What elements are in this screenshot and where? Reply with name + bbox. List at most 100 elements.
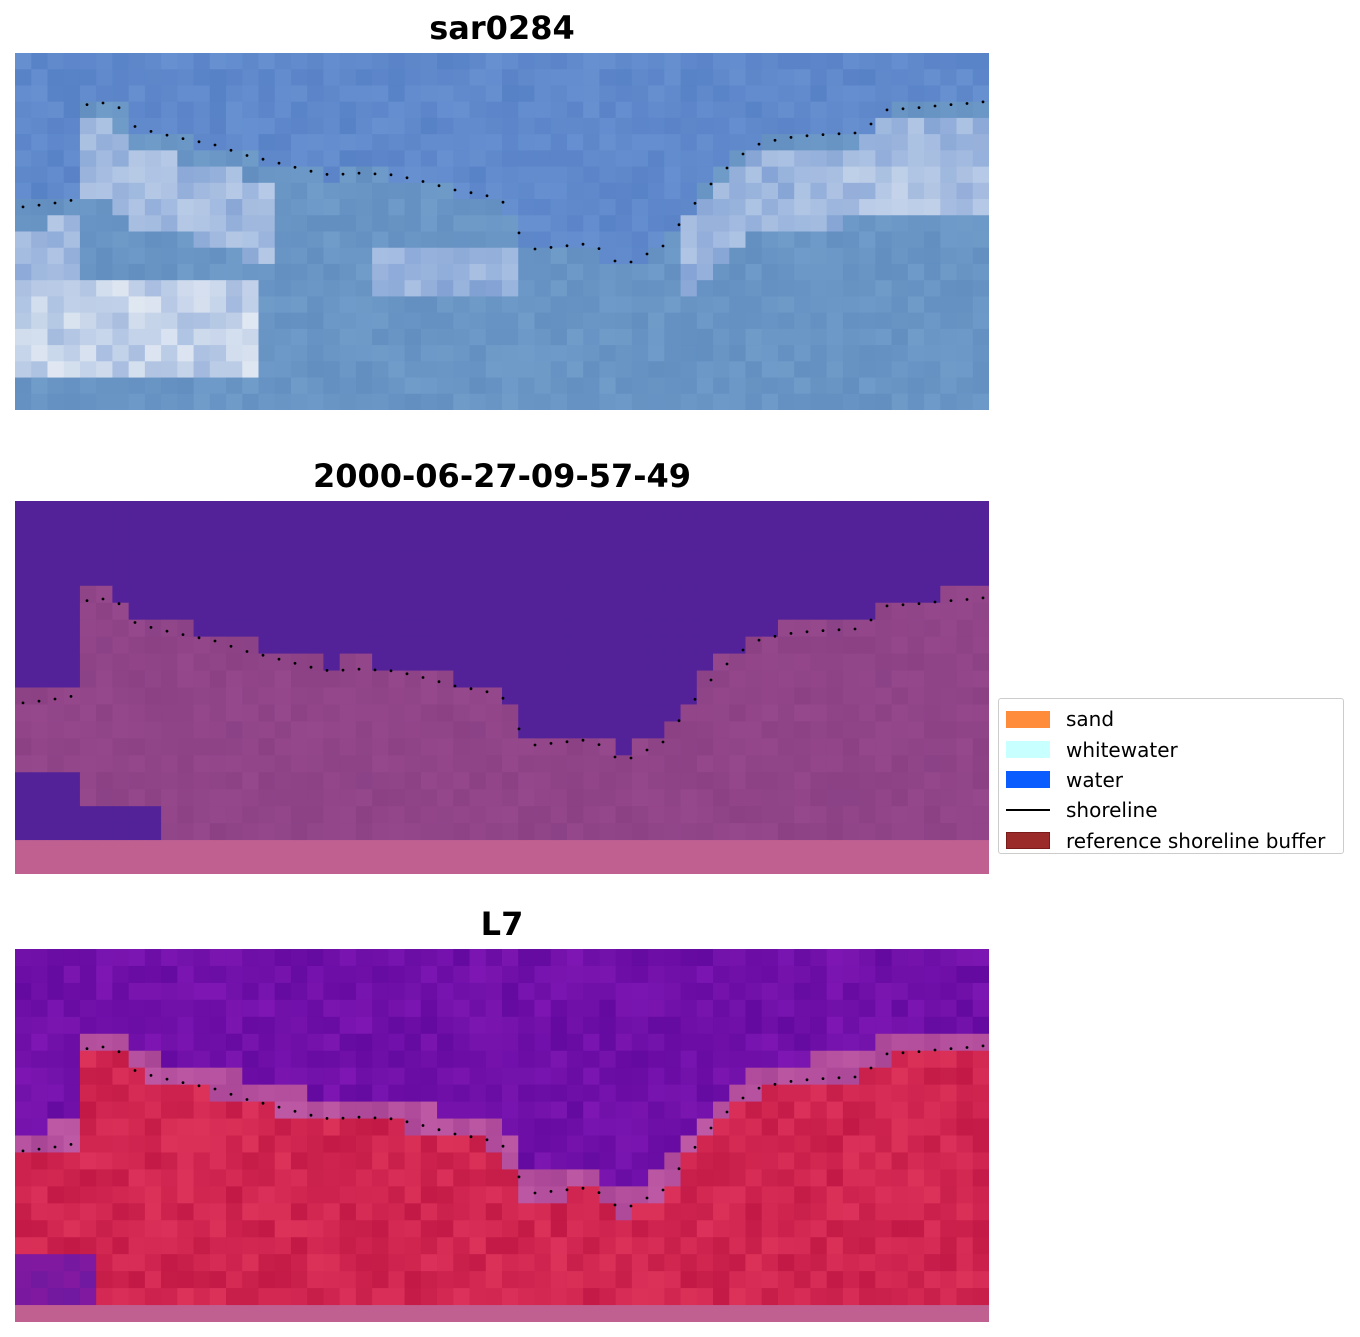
legend-label-sand: sand	[1066, 707, 1115, 732]
shoreline-dot	[213, 143, 217, 147]
shoreline-dot	[309, 665, 313, 669]
shoreline-dot	[709, 678, 713, 682]
legend-item-whitewater: whitewater	[999, 734, 1343, 764]
shoreline-dot	[773, 138, 777, 142]
shoreline-dot	[725, 1110, 729, 1114]
shoreline-dot	[869, 1066, 873, 1070]
shoreline-dot	[181, 137, 185, 140]
shoreline-dot	[805, 1078, 809, 1082]
shoreline-dot	[661, 740, 665, 744]
shoreline-dot	[661, 1188, 665, 1192]
shoreline-dot	[373, 172, 377, 176]
shoreline-dot	[37, 1147, 41, 1151]
shoreline-dot	[53, 201, 57, 205]
shoreline-dot	[309, 1113, 313, 1117]
shoreline-dot	[117, 602, 121, 606]
shoreline-dot	[117, 1050, 121, 1054]
shoreline-dot	[437, 1128, 441, 1132]
shoreline-dot	[293, 1109, 297, 1113]
shoreline-dot	[453, 684, 457, 688]
shoreline-dot	[21, 1149, 25, 1153]
classified-image-panel	[15, 501, 989, 874]
shoreline-dot	[85, 599, 89, 602]
shoreline-dot	[533, 743, 537, 747]
shoreline-dot	[677, 223, 681, 227]
shoreline-dot	[213, 1087, 217, 1091]
shoreline-dot	[373, 1116, 377, 1120]
shoreline-dot	[549, 246, 553, 249]
shoreline-dot	[69, 695, 73, 698]
shoreline-dot	[917, 106, 921, 109]
shoreline-dot	[277, 657, 281, 661]
shoreline-dot	[597, 247, 601, 251]
shoreline-dot	[421, 180, 425, 183]
water-swatch	[1006, 771, 1050, 789]
buffer-swatch	[1006, 832, 1050, 850]
shoreline-dot	[485, 690, 489, 694]
shoreline-dot	[853, 1075, 857, 1079]
shoreline-dot	[805, 134, 809, 138]
rgb-image-panel	[15, 53, 989, 410]
legend-item-water: water	[999, 765, 1343, 795]
shoreline-dot	[885, 604, 889, 608]
shoreline-dot	[149, 626, 153, 629]
legend-label-buffer: reference shoreline buffer	[1066, 828, 1326, 853]
shoreline-dot	[725, 166, 729, 170]
shoreline-dot	[885, 1052, 889, 1056]
shoreline-dot	[405, 672, 409, 676]
shoreline-dot	[789, 136, 793, 139]
shoreline-dot	[21, 701, 25, 705]
shoreline-dot	[37, 699, 41, 703]
shoreline-dot	[405, 176, 409, 180]
shoreline-dot	[789, 632, 793, 635]
shoreline-dot	[661, 244, 665, 248]
shoreline-dot	[229, 644, 233, 648]
shoreline-dot	[581, 738, 585, 742]
legend-label-water: water	[1066, 767, 1123, 792]
shoreline-dot	[133, 125, 137, 128]
shoreline-dot	[245, 1098, 249, 1101]
shoreline-dot	[693, 1145, 697, 1149]
shoreline-dot	[149, 130, 153, 133]
shoreline-dot	[933, 1048, 937, 1052]
shoreline-dot	[837, 132, 841, 136]
shoreline-dot	[597, 743, 601, 746]
shoreline-dot	[933, 104, 937, 108]
shoreline-dot	[341, 172, 345, 176]
shoreline-dot	[565, 244, 569, 248]
shoreline-dot	[677, 719, 681, 723]
shoreline-dot	[965, 102, 969, 105]
shoreline-dot	[69, 199, 73, 202]
shoreline-dot	[261, 653, 265, 657]
shoreline-dot	[485, 1138, 489, 1142]
shoreline-dot	[837, 1076, 841, 1080]
shoreline-dot	[517, 1175, 521, 1179]
shoreline-dot	[645, 748, 649, 752]
index-image	[15, 949, 989, 1322]
shoreline-dot	[245, 154, 249, 157]
shoreline-dot	[821, 1077, 825, 1080]
shoreline-dot	[181, 1081, 185, 1084]
shoreline-dot	[901, 107, 905, 111]
shoreline-dot	[341, 668, 345, 672]
shoreline-dot	[709, 182, 713, 186]
shoreline-dot	[293, 661, 297, 665]
shoreline-dot	[741, 152, 745, 156]
shoreline-dot	[901, 1051, 905, 1055]
shoreline-dot	[533, 1191, 537, 1195]
shoreline-dot	[821, 629, 825, 632]
shoreline-dot	[293, 165, 297, 169]
shoreline-dot	[165, 1077, 169, 1081]
shoreline-dot	[629, 756, 633, 760]
shoreline-dot	[21, 205, 25, 209]
shoreline-dot	[549, 1190, 553, 1193]
shoreline-dot	[949, 1047, 953, 1050]
shoreline-dot	[965, 1046, 969, 1049]
shoreline-dot	[613, 1203, 617, 1207]
shoreline-dot	[469, 687, 473, 691]
shoreline-dot	[117, 106, 121, 110]
shoreline-dot	[85, 103, 89, 106]
panel-title-1: sar0284	[429, 9, 575, 47]
shoreline-dot	[325, 669, 329, 672]
shoreline-dot	[949, 103, 953, 106]
